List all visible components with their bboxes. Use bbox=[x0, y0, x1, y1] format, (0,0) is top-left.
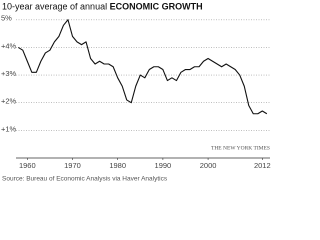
x-tick-label: 2000 bbox=[200, 161, 217, 170]
chart-title: 10-year average of annual bbox=[2, 1, 107, 11]
data-line bbox=[17, 19, 268, 115]
x-tick-label: 1990 bbox=[155, 161, 172, 170]
x-tick-label: 2012 bbox=[254, 161, 271, 170]
credit: THE NEW YORK TIMES bbox=[211, 145, 270, 151]
x-tick-label: 1970 bbox=[64, 161, 81, 170]
page: 10-year average of annual ECONOMIC GROWT… bbox=[1, 1, 271, 183]
chart: 10-year average of annual ECONOMIC GROWT… bbox=[1, 1, 271, 183]
x-tick-label: 1960 bbox=[19, 161, 36, 170]
x-tick-label: 1980 bbox=[109, 161, 126, 170]
y-tick-label: +2% bbox=[1, 97, 17, 106]
source-note: Source: Bureau of Economic Analysis via … bbox=[2, 176, 168, 183]
y-tick-label: 5% bbox=[1, 14, 12, 23]
y-tick-label: +3% bbox=[1, 69, 17, 78]
chart-title-emphasis: ECONOMIC GROWTH bbox=[110, 1, 203, 11]
y-tick-label: +1% bbox=[1, 124, 17, 133]
y-tick-label: +4% bbox=[1, 41, 17, 50]
